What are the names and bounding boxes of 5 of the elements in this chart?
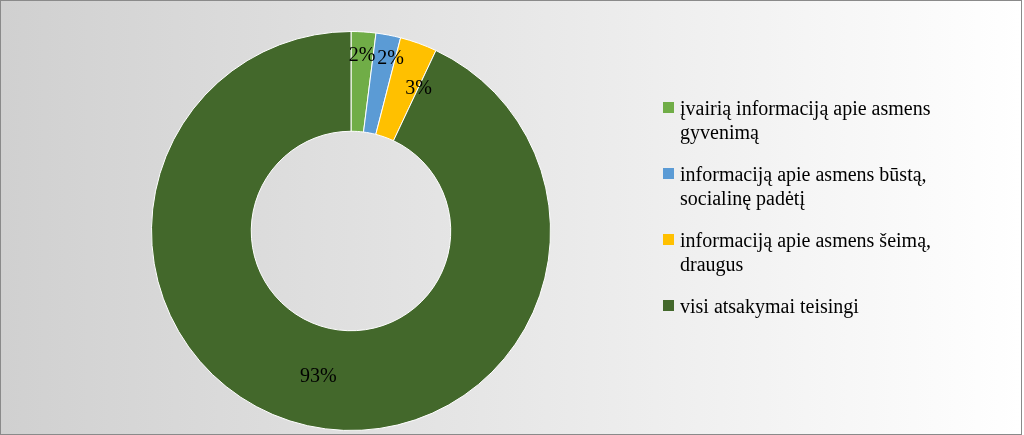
legend-label: informaciją apie asmens būstą, socialinę padėtį <box>680 162 928 210</box>
legend-label: informaciją apie asmens šeimą, draugus <box>680 228 932 276</box>
data-label: 93% <box>300 364 337 387</box>
slice-label: visi atsakymai teisingi <box>680 294 859 318</box>
legend-label: įvairią informaciją apie asmens gyvenimą <box>680 96 932 144</box>
